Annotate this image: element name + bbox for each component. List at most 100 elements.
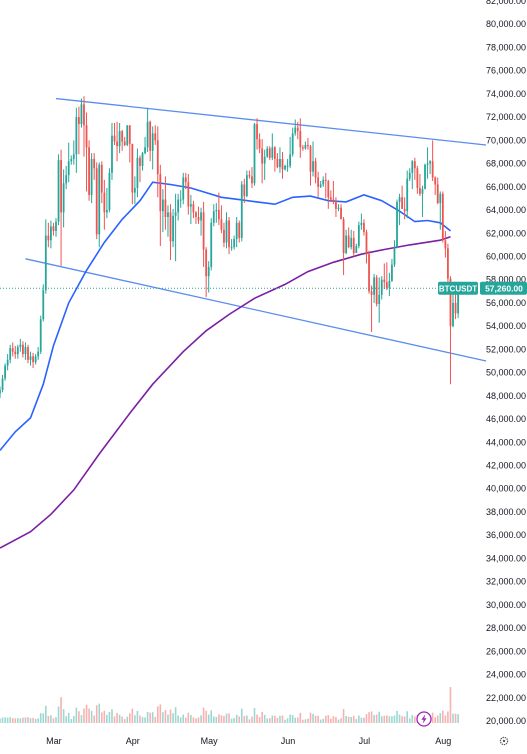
volume-bar	[271, 715, 274, 723]
volume-bar	[370, 711, 373, 723]
volume-bar	[276, 717, 279, 723]
volume-bar	[220, 715, 223, 723]
candle-body	[398, 197, 401, 202]
candle-body	[184, 177, 187, 183]
candle	[335, 197, 337, 217]
y-tick-label: 56,000.00	[486, 298, 526, 308]
volume-bar	[439, 713, 442, 723]
candle-body	[151, 133, 154, 151]
candle-body	[230, 247, 233, 249]
candle	[286, 158, 289, 172]
y-tick-label: 54,000.00	[486, 321, 526, 331]
candlestick-layer	[0, 96, 459, 399]
candle-body	[266, 148, 269, 157]
volume-bar	[128, 713, 131, 723]
volume-bar	[9, 717, 11, 723]
trendline-upper[interactable]	[55, 97, 487, 146]
time-axis[interactable]: Mar Apr May Jun Jul Aug	[46, 736, 451, 746]
candle-body	[83, 104, 85, 126]
candle	[413, 157, 416, 180]
volume-bar	[268, 718, 271, 723]
x-tick-label: Apr	[126, 736, 140, 746]
candle-body	[85, 125, 88, 148]
moving-average-layer	[0, 181, 451, 549]
price-tag-label: 57,260.00	[485, 283, 523, 293]
x-tick-label: Jul	[359, 736, 371, 746]
candle-body	[355, 246, 358, 253]
candle	[207, 261, 210, 293]
candle-body	[169, 212, 172, 242]
candle	[436, 177, 439, 205]
candle	[159, 164, 162, 247]
candle	[24, 342, 27, 360]
candle	[263, 149, 266, 180]
volume-bar	[230, 718, 233, 723]
candle	[284, 164, 286, 171]
candle	[72, 140, 75, 165]
candle	[192, 200, 195, 219]
moving-average-slow	[0, 235, 451, 549]
y-tick-label: 74,000.00	[486, 89, 526, 99]
lightning-icon	[421, 714, 427, 724]
volume-bar	[286, 718, 289, 723]
volume-bar	[93, 715, 95, 723]
price-axis[interactable]: 20,000.00 22,000.00 24,000.00 26,000.00 28,0…	[486, 0, 526, 726]
candle	[77, 106, 80, 155]
candle-body	[44, 235, 47, 291]
candle	[307, 138, 309, 150]
candle	[429, 160, 432, 175]
candle	[251, 167, 253, 188]
symbol-tag-bg	[438, 281, 478, 295]
candle	[401, 185, 404, 209]
candle-body	[360, 222, 363, 226]
volume-bar	[11, 718, 14, 723]
candle	[253, 122, 256, 186]
volume-bar	[167, 714, 169, 723]
trendline-lower[interactable]	[25, 258, 487, 362]
settings-gear-icon[interactable]	[499, 736, 509, 746]
volume-bar	[335, 716, 337, 723]
volume-bar	[243, 716, 246, 723]
candle	[388, 272, 391, 296]
y-tick-label: 46,000.00	[486, 414, 526, 424]
candle-body	[154, 133, 157, 141]
volume-bar	[442, 710, 444, 723]
candle-body	[375, 277, 378, 305]
candle	[421, 185, 424, 217]
lightning-button[interactable]	[416, 711, 432, 727]
x-tick-label: Aug	[435, 736, 451, 746]
volume-bar	[309, 712, 312, 723]
candle	[238, 220, 241, 243]
volume-bar	[118, 714, 121, 723]
volume-bar	[307, 718, 309, 723]
candle-body	[413, 161, 416, 169]
candle-body	[342, 219, 345, 253]
volume-bar	[83, 708, 85, 723]
candle-body	[60, 160, 62, 213]
volume-bar	[144, 717, 146, 723]
volume-bar	[304, 719, 307, 723]
candle	[105, 187, 108, 219]
candle-body	[131, 143, 134, 193]
volume-bar	[291, 715, 294, 723]
candle-body	[72, 154, 75, 159]
candle-body	[215, 210, 218, 212]
candle-body	[299, 131, 302, 148]
volume-bar	[299, 712, 302, 723]
volume-bar	[360, 717, 363, 723]
candle-body	[16, 347, 19, 355]
candle	[202, 201, 205, 267]
volume-bar	[47, 716, 50, 723]
candle	[268, 146, 271, 161]
volume-bar	[19, 718, 22, 723]
candle-body	[256, 124, 258, 140]
candle-body	[9, 348, 12, 360]
candle-body	[77, 117, 80, 125]
candle-body	[248, 175, 251, 177]
volume-bar	[205, 710, 207, 723]
candle-body	[174, 212, 177, 216]
volume-bar	[101, 712, 103, 723]
candle-body	[207, 266, 210, 277]
